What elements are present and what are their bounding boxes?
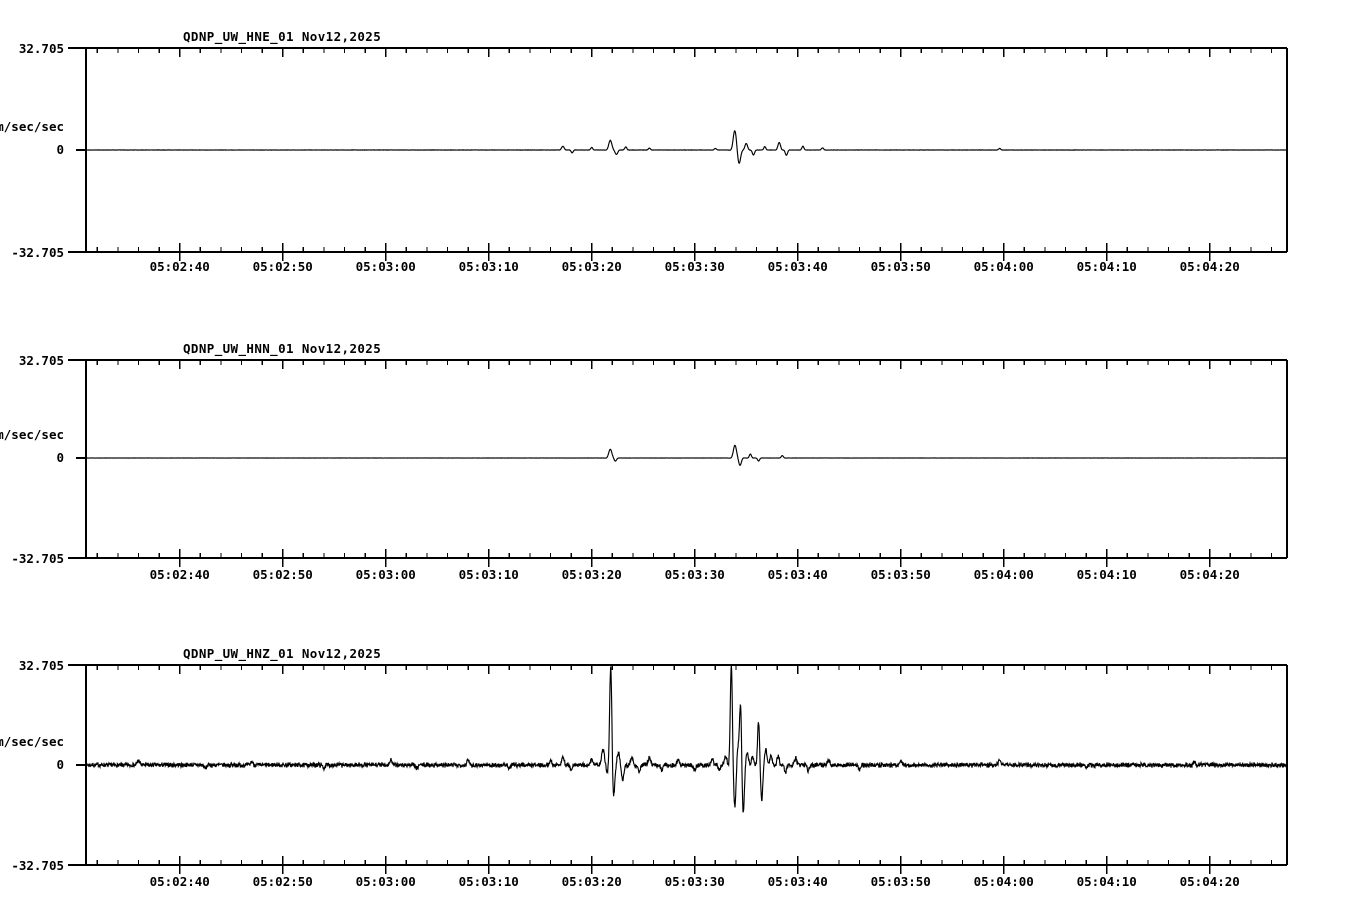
waveform-trace xyxy=(85,664,1288,813)
y-axis-zero-label: 0 xyxy=(56,757,64,772)
x-axis-tick-label: 05:03:10 xyxy=(459,567,519,582)
y-axis-zero-label: 0 xyxy=(56,450,64,465)
x-axis-tick-label: 05:03:50 xyxy=(871,874,931,889)
x-axis-tick-label: 05:03:00 xyxy=(356,567,416,582)
panel-title: QDNP_UW_HNN_01 Nov12,2025 xyxy=(183,341,381,357)
y-axis-max-label: 32.705 xyxy=(19,658,64,673)
axis-frame xyxy=(68,664,1288,866)
axis-frame xyxy=(68,359,1288,559)
panel-title: QDNP_UW_HNE_01 Nov12,2025 xyxy=(183,29,381,45)
x-axis-tick-label: 05:03:00 xyxy=(356,874,416,889)
y-axis-unit-label: cm/sec/sec xyxy=(0,119,64,134)
x-axis-tick-label: 05:03:20 xyxy=(562,259,622,274)
x-axis-tick-label: 05:04:10 xyxy=(1077,567,1137,582)
x-axis-tick-label: 05:03:10 xyxy=(459,874,519,889)
x-axis-tick-label: 05:04:20 xyxy=(1180,874,1240,889)
x-axis-tick-label: 05:03:40 xyxy=(768,259,828,274)
x-axis-tick-label: 05:03:10 xyxy=(459,259,519,274)
x-axis-tick-label: 05:02:40 xyxy=(150,567,210,582)
x-axis-tick-label: 05:02:50 xyxy=(253,874,313,889)
x-axis-tick-label: 05:04:20 xyxy=(1180,567,1240,582)
x-axis-tick-label: 05:03:00 xyxy=(356,259,416,274)
y-axis-zero-label: 0 xyxy=(56,142,64,157)
axis-ticks xyxy=(96,665,1273,874)
waveform-trace xyxy=(85,129,1288,164)
x-axis-tick-label: 05:04:00 xyxy=(974,874,1034,889)
x-axis-tick-label: 05:03:30 xyxy=(665,874,725,889)
x-axis-tick-label: 05:03:20 xyxy=(562,567,622,582)
x-axis-tick-label: 05:02:40 xyxy=(150,259,210,274)
x-axis-tick-label: 05:03:50 xyxy=(871,567,931,582)
x-axis-tick-label: 05:03:30 xyxy=(665,259,725,274)
x-axis-tick-label: 05:04:00 xyxy=(974,259,1034,274)
axis-ticks xyxy=(96,48,1273,261)
x-axis-tick-label: 05:03:30 xyxy=(665,567,725,582)
y-axis-max-label: 32.705 xyxy=(19,41,64,56)
y-axis-unit-label: cm/sec/sec xyxy=(0,427,64,442)
x-axis-tick-label: 05:03:40 xyxy=(768,567,828,582)
x-axis-tick-label: 05:04:10 xyxy=(1077,874,1137,889)
x-axis-tick-label: 05:04:00 xyxy=(974,567,1034,582)
y-axis-min-label: -32.705 xyxy=(11,858,64,873)
panel-title: QDNP_UW_HNZ_01 Nov12,2025 xyxy=(183,646,381,662)
x-axis-tick-label: 05:03:50 xyxy=(871,259,931,274)
x-axis-tick-label: 05:02:40 xyxy=(150,874,210,889)
y-axis-min-label: -32.705 xyxy=(11,551,64,566)
x-axis-tick-label: 05:03:20 xyxy=(562,874,622,889)
x-axis-tick-label: 05:04:20 xyxy=(1180,259,1240,274)
x-axis-tick-label: 05:02:50 xyxy=(253,567,313,582)
x-axis-tick-label: 05:04:10 xyxy=(1077,259,1137,274)
x-axis-tick-label: 05:02:50 xyxy=(253,259,313,274)
waveform-trace xyxy=(85,444,1288,466)
axis-ticks xyxy=(96,360,1273,567)
x-axis-tick-label: 05:03:40 xyxy=(768,874,828,889)
y-axis-unit-label: cm/sec/sec xyxy=(0,734,64,749)
axis-frame xyxy=(68,47,1288,253)
y-axis-max-label: 32.705 xyxy=(19,353,64,368)
y-axis-min-label: -32.705 xyxy=(11,245,64,260)
